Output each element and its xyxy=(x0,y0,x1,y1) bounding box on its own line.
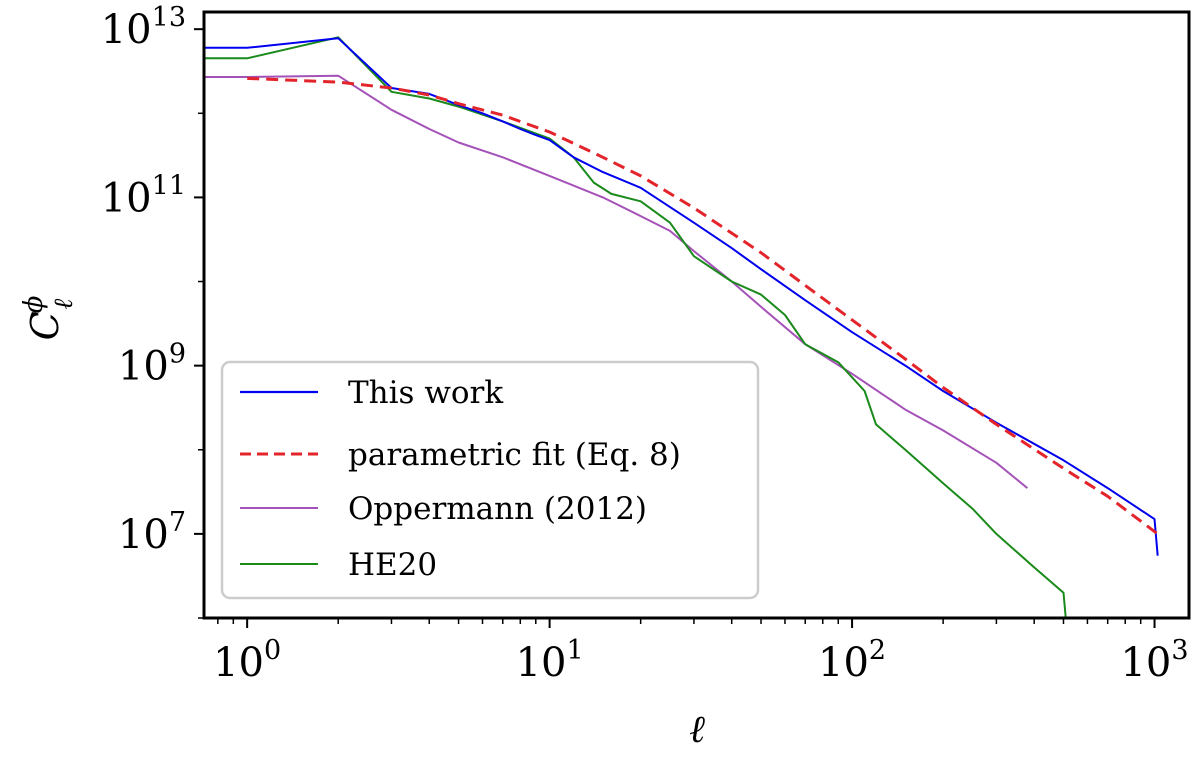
x-tick-label: 102 xyxy=(818,635,886,686)
y-tick-label: 1013 xyxy=(101,2,186,53)
ticks-layer: 100 101 102 103 107 109 1011 1013 xyxy=(101,2,1189,686)
y-tick-label: 109 xyxy=(118,339,186,390)
series-line-this-work xyxy=(204,37,1159,556)
legend-label-parametric-fit: parametric fit (Eq. 8) xyxy=(348,437,681,473)
y-axis-label-sub: ℓ xyxy=(49,299,79,310)
y-tick-label: 107 xyxy=(118,507,186,558)
legend-label-oppermann: Oppermann (2012) xyxy=(348,491,647,527)
series-line-he20 xyxy=(204,36,1067,618)
y-axis-label-sup: ϕ xyxy=(19,295,49,313)
x-tick-label: 100 xyxy=(213,635,281,686)
x-axis-label: ℓ xyxy=(689,707,705,751)
legend-label-this-work: This work xyxy=(348,375,503,411)
y-tick-label: 1011 xyxy=(101,170,186,221)
legend: This work parametric fit (Eq. 8) Opperma… xyxy=(220,360,760,600)
axes-frame xyxy=(202,10,1191,620)
y-axis-label-base: C xyxy=(23,311,67,340)
legend-box xyxy=(220,360,760,600)
series-layer xyxy=(204,36,1159,618)
x-tick-label: 103 xyxy=(1120,635,1188,686)
series-line-oppermann-2012 xyxy=(204,74,1029,489)
legend-label-he20: HE20 xyxy=(348,547,437,583)
x-tick-label: 101 xyxy=(516,635,584,686)
series-line-parametric-fit-eq-8 xyxy=(247,76,1159,536)
svg-text:Cϕℓ: Cϕℓ xyxy=(19,295,79,340)
plot-area xyxy=(204,36,1159,618)
y-axis-label: Cϕℓ xyxy=(19,295,79,340)
